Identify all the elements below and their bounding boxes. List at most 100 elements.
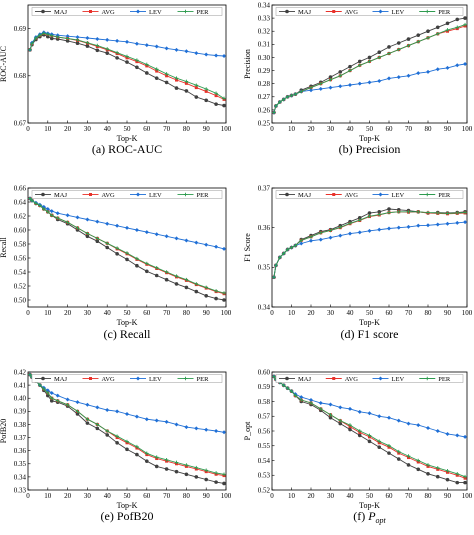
legend-entry-maj: MAJ xyxy=(279,9,311,16)
data-point xyxy=(115,56,119,60)
data-point xyxy=(95,43,100,48)
x-tick-label: 0 xyxy=(270,125,274,133)
data-point xyxy=(348,221,352,226)
data-point xyxy=(455,480,460,485)
data-point xyxy=(328,75,333,79)
data-point xyxy=(338,233,343,238)
x-tick-label: 50 xyxy=(124,125,132,133)
data-point xyxy=(406,421,411,426)
data-point xyxy=(204,427,209,432)
legend-entry-maj: MAJ xyxy=(279,192,311,199)
data-point xyxy=(357,433,362,438)
data-point xyxy=(174,282,179,286)
data-point xyxy=(387,76,391,81)
data-point xyxy=(435,67,440,72)
data-point xyxy=(309,401,313,405)
data-point xyxy=(125,447,129,452)
series-line xyxy=(273,376,466,479)
data-point xyxy=(204,477,208,482)
y-tick-label: 0.26 xyxy=(258,106,271,114)
data-point xyxy=(204,89,208,93)
data-point xyxy=(445,65,450,70)
data-point xyxy=(204,98,208,103)
legend-entry-avg: AVG xyxy=(325,192,358,199)
data-point xyxy=(328,415,333,420)
data-point xyxy=(49,33,54,38)
data-point xyxy=(387,51,391,56)
data-point xyxy=(222,481,226,486)
data-point xyxy=(184,81,188,85)
x-tick-label: 100 xyxy=(462,309,473,317)
y-tick-label: 0.35 xyxy=(14,460,27,468)
data-point xyxy=(49,36,54,41)
x-tick-label: 20 xyxy=(308,125,316,133)
x-tick-label: 0 xyxy=(270,309,274,317)
legend-entry-avg: AVG xyxy=(82,376,115,383)
data-point xyxy=(183,192,188,197)
y-tick-label: 0.29 xyxy=(258,67,271,75)
legend-label: AVG xyxy=(345,9,359,16)
panel-caption: (f) Popt xyxy=(353,509,386,525)
x-tick-label: 100 xyxy=(221,125,232,133)
data-point xyxy=(75,35,80,40)
data-point xyxy=(204,242,209,247)
data-point xyxy=(222,291,226,295)
data-point xyxy=(455,17,460,22)
data-point xyxy=(134,41,139,46)
data-point xyxy=(455,471,460,476)
data-point xyxy=(164,458,169,462)
data-point xyxy=(115,409,120,414)
x-tick-label: 60 xyxy=(386,125,394,133)
series-line xyxy=(29,198,225,250)
data-point xyxy=(214,429,219,433)
data-point xyxy=(55,399,60,403)
legend-label: LEV xyxy=(392,9,405,16)
data-point xyxy=(299,89,304,94)
data-point xyxy=(125,60,129,64)
data-point xyxy=(318,231,323,235)
data-point xyxy=(318,407,323,411)
x-axis-label: Top-K xyxy=(359,501,380,510)
data-point xyxy=(281,383,286,388)
data-point xyxy=(85,217,90,222)
legend-label: LEV xyxy=(149,9,162,16)
data-point xyxy=(154,273,159,278)
data-point xyxy=(357,81,362,86)
data-point xyxy=(145,261,149,266)
data-point xyxy=(75,41,80,46)
data-point xyxy=(184,277,189,282)
data-point xyxy=(426,223,430,228)
plot-frame xyxy=(271,4,468,124)
x-tick-label: 0 xyxy=(270,492,274,500)
x-tick-label: 60 xyxy=(143,125,151,133)
data-point xyxy=(348,82,352,87)
x-tick-label: 80 xyxy=(183,125,191,133)
data-point xyxy=(89,193,92,196)
legend-entry-per: PER xyxy=(419,376,451,383)
x-tick-label: 100 xyxy=(221,492,232,500)
plot-frame xyxy=(27,4,227,124)
data-point xyxy=(435,25,440,30)
data-point xyxy=(135,65,139,70)
data-point xyxy=(184,49,189,54)
data-point xyxy=(214,289,218,293)
y-tick-label: 0.56 xyxy=(258,427,271,435)
data-point xyxy=(184,425,189,430)
data-point xyxy=(309,398,313,403)
data-point xyxy=(463,474,467,479)
data-point xyxy=(85,44,90,48)
data-point xyxy=(38,33,42,38)
data-point xyxy=(214,471,218,475)
x-tick-label: 30 xyxy=(84,309,92,317)
data-point xyxy=(426,29,430,34)
data-point xyxy=(406,73,411,78)
data-point xyxy=(184,472,189,477)
x-tick-label: 20 xyxy=(64,125,72,133)
data-point xyxy=(426,426,430,431)
chart-panel-3: 0 10 20 30 40 50 60 70 80 90 100 0.50 0.52 0.54 0.56 0.… xyxy=(0,184,232,341)
legend: MAJ AVG LEV PER xyxy=(31,7,223,16)
data-point xyxy=(338,418,343,423)
data-point xyxy=(125,411,129,416)
panel-caption: (b) Precision xyxy=(339,142,401,156)
y-tick-label: 0.41 xyxy=(14,382,27,390)
